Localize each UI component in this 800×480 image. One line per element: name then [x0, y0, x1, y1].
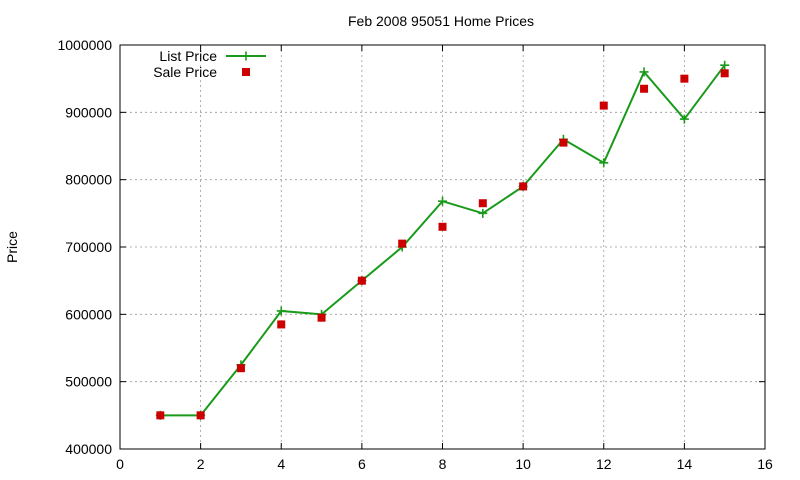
y-tick-label: 1000000 — [57, 37, 112, 53]
plot-series — [155, 60, 730, 420]
x-tick-label: 2 — [197, 456, 205, 472]
axis-ticks — [119, 44, 766, 450]
y-tick-label: 400000 — [65, 441, 112, 457]
legend-label: Sale Price — [153, 64, 217, 80]
x-tick-label: 8 — [439, 456, 447, 472]
sale-price-point — [398, 239, 407, 248]
sale-price-point — [478, 199, 487, 208]
x-tick-label: 14 — [677, 456, 693, 472]
sale-price-point — [317, 313, 326, 322]
list-price-point — [720, 60, 730, 70]
sale-price-point — [559, 138, 568, 147]
sale-price-point — [599, 101, 608, 110]
list-price-point — [639, 67, 649, 77]
x-tick-label: 4 — [277, 456, 285, 472]
x-axis: 0 2 4 6 8 10 12 14 16 — [116, 456, 773, 472]
y-axis: 400000 500000 600000 700000 800000 900000 1000… — [57, 37, 112, 457]
sale-price-point — [438, 222, 447, 231]
list-price-point — [276, 306, 286, 316]
legend-plus-marker — [241, 51, 251, 61]
x-tick-label: 6 — [358, 456, 366, 472]
sale-price-point — [156, 411, 165, 420]
sale-price-point — [720, 69, 729, 78]
y-tick-label: 900000 — [65, 104, 112, 120]
grid-lines — [120, 45, 765, 449]
legend-label: List Price — [159, 48, 217, 64]
sale-price-point — [196, 411, 205, 420]
list-price-point — [478, 208, 488, 218]
y-tick-label: 800000 — [65, 172, 112, 188]
y-tick-label: 700000 — [65, 239, 112, 255]
sale-price-point — [277, 320, 286, 329]
chart-title: Feb 2008 95051 Home Prices — [348, 13, 534, 29]
x-tick-label: 12 — [596, 456, 612, 472]
legend-square-marker — [242, 68, 250, 76]
sale-price-point — [236, 364, 245, 373]
y-axis-label: Price — [4, 231, 20, 263]
sale-price-point — [640, 84, 649, 93]
x-tick-label: 10 — [515, 456, 531, 472]
y-tick-label: 500000 — [65, 374, 112, 390]
list-price-point — [438, 196, 447, 206]
sale-price-point — [680, 74, 689, 83]
sale-price-point — [357, 276, 366, 285]
list-price-point — [679, 114, 689, 124]
x-tick-label: 0 — [116, 456, 124, 472]
sale-price-point — [519, 182, 528, 191]
series-sale-price — [156, 69, 729, 420]
x-tick-label: 16 — [757, 456, 773, 472]
list-price-point — [599, 158, 609, 168]
y-tick-label: 600000 — [65, 306, 112, 322]
